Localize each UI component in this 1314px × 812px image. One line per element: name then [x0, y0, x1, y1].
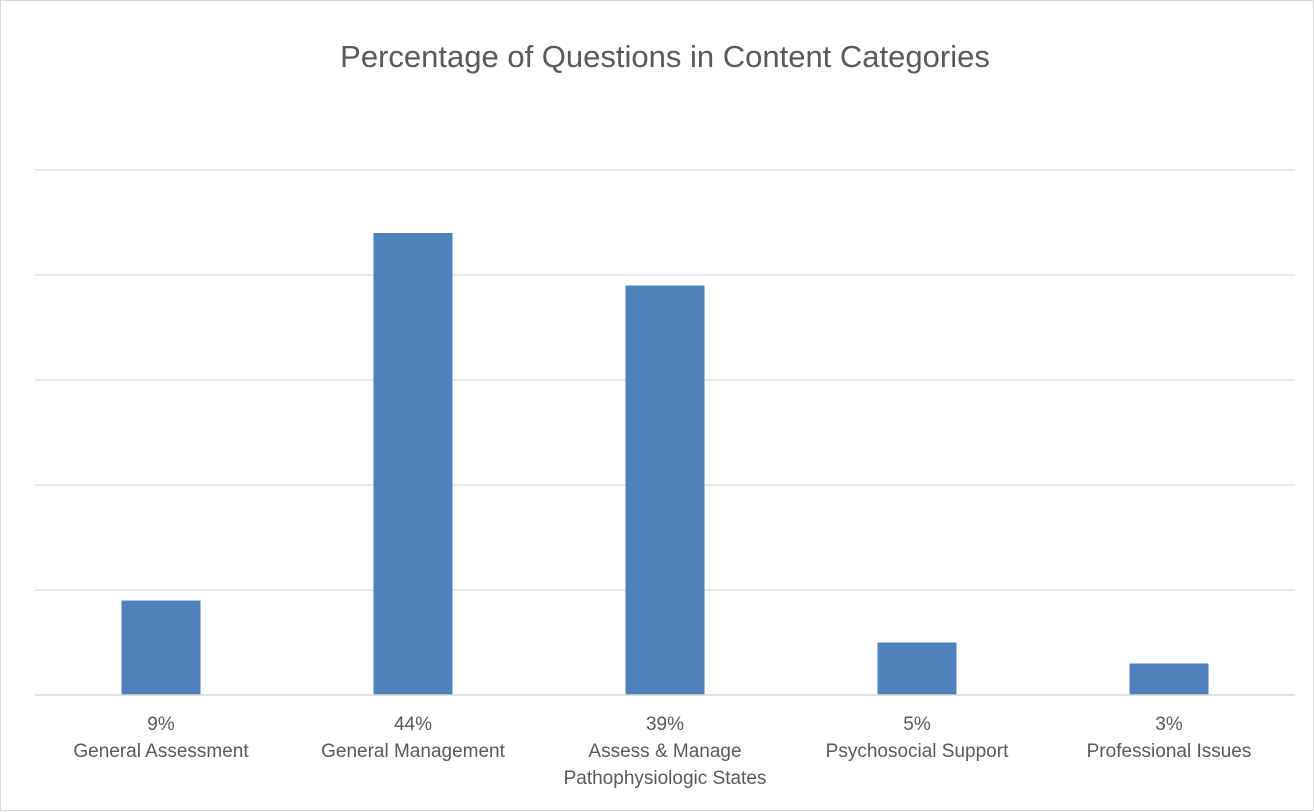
category-label-line: 3% [1155, 714, 1183, 735]
bar-2 [625, 285, 705, 695]
category-label-line: 44% [394, 714, 432, 735]
category-label-line: Professional Issues [1087, 741, 1252, 762]
category-label-line: Pathophysiologic States [564, 768, 767, 789]
category-label-1: 44% General Management [321, 714, 505, 762]
category-label-line: 9% [147, 714, 175, 735]
category-label-line: 5% [903, 714, 931, 735]
category-labels: 9% General Assessment 44% General Managemen… [73, 714, 1251, 789]
category-label-3: 5% Psychosocial Support [826, 714, 1009, 762]
category-label-0: 9% General Assessment [73, 714, 249, 762]
bar-1 [373, 233, 453, 695]
category-label-line: Psychosocial Support [826, 741, 1009, 762]
bar-0 [121, 600, 201, 695]
category-label-2: 39% Assess & Manage Pathophysiologic State… [564, 714, 767, 789]
bars [35, 233, 1295, 696]
category-label-line: General Assessment [73, 741, 249, 762]
bar-3 [877, 642, 957, 695]
chart-title: Percentage of Questions in Content Categ… [340, 39, 990, 74]
bar-4 [1129, 663, 1209, 695]
category-label-line: Assess & Manage [588, 741, 741, 762]
category-label-line: 39% [646, 714, 684, 735]
category-label-line: General Management [321, 741, 505, 762]
category-label-4: 3% Professional Issues [1087, 714, 1252, 762]
